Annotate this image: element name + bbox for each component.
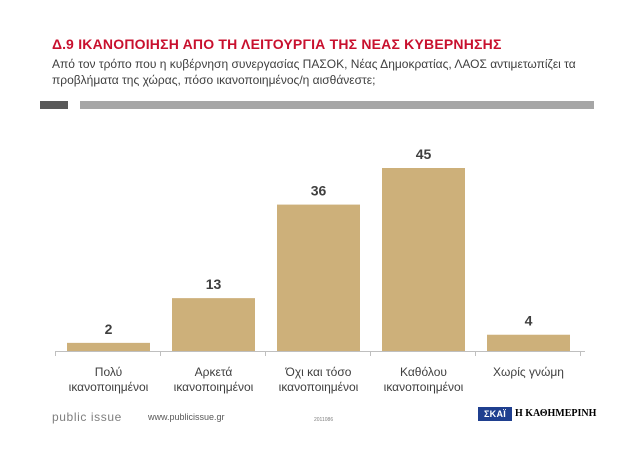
data-label-4: 45 [416,146,432,162]
brand-logo: public issue [52,410,122,424]
kathimerini-logo: Η ΚΑΘΗΜΕΡΙΝΗ [515,408,597,419]
question-code: Δ.9 [52,36,74,52]
survey-code: 2011086 [314,417,334,423]
page-title: Δ.9 ΙΚΑΝΟΠΟΙΗΣΗ ΑΠΟ ΤΗ ΛΕΙΤΟΥΡΓΙΑ ΤΗΣ ΝΕ… [52,36,502,54]
question-text: Από τον τρόπο που η κυβέρνηση συνεργασία… [52,57,576,87]
bar-2 [172,298,255,351]
data-label-2: 13 [206,276,222,292]
bar-3 [277,204,360,351]
category-label-4-1: Καθόλου [400,365,447,379]
website-link[interactable]: www.publicissue.gr [148,412,225,422]
header-rule-gray [80,101,594,109]
bar-1 [67,342,150,351]
data-label-1: 2 [105,321,113,337]
category-label-3-1: Όχι και τόσο [285,365,352,379]
data-label-5: 4 [525,313,533,329]
title-text: ΙΚΑΝΟΠΟΙΗΣΗ ΑΠΟ ΤΗ ΛΕΙΤΟΥΡΓΙΑ ΤΗΣ ΝΕΑΣ Κ… [78,36,502,52]
category-label-2-1: Αρκετά [195,365,233,379]
skai-logo: ΣΚΑΪ [478,407,512,421]
bar-4 [382,168,465,351]
category-label-5-1: Χωρίς γνώμη [493,365,564,379]
category-label-1-2: ικανοποιημένοι [69,380,149,394]
category-label-3-2: ικανοποιημένοι [279,380,359,394]
category-label-4-2: ικανοποιημένοι [384,380,464,394]
bar-5 [487,334,570,351]
data-label-3: 36 [311,183,327,199]
header-rule-dark [40,101,68,109]
category-label-2-2: ικανοποιημένοι [174,380,254,394]
category-label-1-1: Πολύ [95,365,122,379]
